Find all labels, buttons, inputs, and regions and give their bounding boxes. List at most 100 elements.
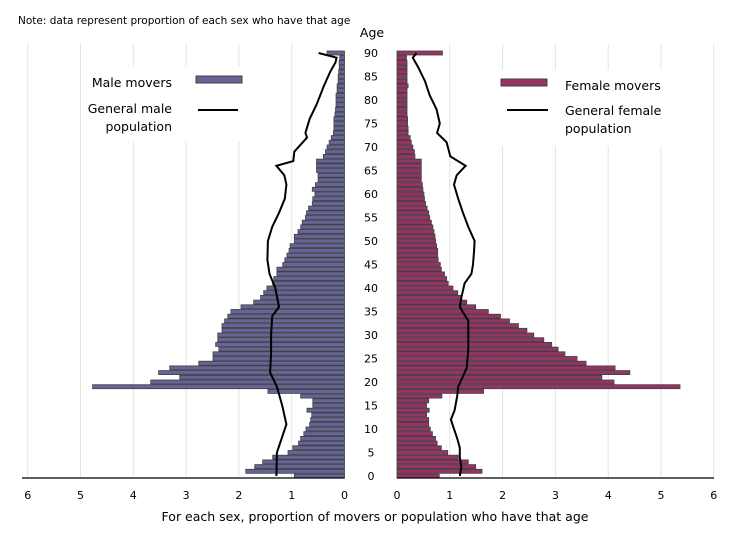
bar-female-movers (396, 257, 439, 263)
bar-male-movers (310, 417, 345, 423)
age-tick-label: 10 (364, 423, 378, 436)
age-tick-label: 30 (364, 329, 378, 342)
bar-female-movers (396, 299, 468, 305)
bar-male-movers (335, 97, 345, 103)
bar-female-movers (396, 78, 408, 84)
bar-male-movers (311, 186, 345, 192)
bar-female-movers (396, 177, 422, 183)
bar-female-movers (396, 229, 435, 235)
bar-male-movers (306, 210, 345, 216)
age-tick-label: 25 (364, 353, 378, 366)
bar-male-movers (326, 50, 345, 56)
bar-male-movers (293, 238, 345, 244)
bar-male-movers (317, 172, 345, 178)
bar-male-movers (276, 266, 345, 272)
age-tick-label: 40 (364, 282, 378, 295)
bar-male-movers (333, 125, 345, 131)
bar-female-movers (396, 88, 408, 93)
bar-male-movers (308, 205, 345, 211)
bar-male-movers (230, 309, 345, 314)
bar-male-movers (303, 431, 345, 437)
bar-female-movers (396, 356, 578, 361)
bar-female-movers (396, 247, 439, 253)
axes: 0 01 12 23 34 45 56 605101520253035404550556065… (22, 47, 717, 502)
bar-female-movers (396, 74, 408, 79)
bar-female-movers (396, 285, 454, 291)
age-tick-label: 15 (364, 400, 378, 413)
bars (92, 50, 681, 479)
bar-female-movers (396, 130, 409, 136)
bar-male-movers (333, 116, 345, 122)
bar-male-movers (253, 299, 345, 305)
bar-male-movers (262, 459, 345, 465)
age-tick-label: 20 (364, 376, 378, 389)
bar-female-movers (396, 412, 427, 418)
bar-female-movers (396, 384, 681, 390)
bar-female-movers (396, 144, 414, 150)
bar-male-movers (336, 88, 345, 93)
bar-female-movers (396, 346, 559, 352)
x-tick-label-male: 1 (288, 489, 295, 502)
bar-female-movers (396, 454, 459, 460)
legend-male-swatch (195, 75, 243, 84)
bar-female-movers (396, 365, 616, 371)
age-tick-label: 55 (364, 212, 378, 225)
bar-male-movers (286, 252, 345, 258)
bar-male-movers (314, 191, 345, 197)
bar-male-movers (316, 163, 345, 169)
bar-male-movers (300, 435, 345, 441)
age-tick-label: 90 (364, 47, 378, 60)
bar-male-movers (316, 158, 345, 164)
bar-female-movers (396, 153, 416, 159)
legend-male-pop-line2: population (105, 119, 172, 134)
bar-male-movers (245, 468, 345, 474)
x-tick-label-male: 5 (77, 489, 84, 502)
age-tick-label: 70 (364, 141, 378, 154)
bar-female-movers (396, 111, 408, 117)
bar-male-movers (305, 426, 345, 432)
bar-female-movers (396, 163, 422, 169)
x-axis-title: For each sex, proportion of movers or po… (162, 509, 589, 524)
bar-male-movers (298, 440, 345, 446)
legend-male-movers: Male movers (92, 75, 172, 90)
bar-male-movers (218, 346, 345, 352)
bar-female-movers (396, 139, 412, 145)
bar-female-movers (396, 379, 615, 385)
bar-female-movers (396, 450, 449, 455)
bar-female-movers (396, 407, 430, 413)
bar-female-movers (396, 210, 430, 216)
bar-female-movers (396, 186, 424, 192)
bar-female-movers (396, 294, 462, 300)
bar-female-movers (396, 238, 436, 244)
bar-male-movers (267, 388, 345, 394)
bar-female-movers (396, 398, 430, 404)
bar-male-movers (339, 55, 345, 61)
bar-female-movers (396, 69, 408, 75)
bar-female-movers (396, 440, 438, 446)
bar-female-movers (396, 60, 408, 65)
bar-female-movers (396, 121, 408, 126)
bar-female-movers (396, 271, 445, 277)
bar-male-movers (297, 229, 345, 235)
age-tick-label: 60 (364, 188, 378, 201)
bar-male-movers (289, 243, 345, 249)
bar-female-movers (396, 276, 448, 282)
chart-note: Note: data represent proportion of each … (18, 15, 350, 27)
bar-male-movers (338, 64, 345, 70)
bar-female-movers (396, 266, 442, 272)
bar-male-movers (272, 280, 345, 286)
bar-female-movers (396, 102, 408, 108)
bar-male-movers (179, 374, 345, 380)
bar-female-movers (396, 323, 519, 329)
bar-male-movers (312, 196, 345, 202)
legend-female-pop-line1: General female (565, 103, 662, 118)
bar-male-movers (227, 313, 345, 319)
bar-female-movers (396, 445, 442, 451)
female-legend: Female movers General female population (500, 78, 662, 136)
bar-female-movers (396, 360, 587, 366)
bar-female-movers (396, 172, 422, 178)
bar-male-movers (335, 92, 345, 98)
bar-female-movers (396, 243, 437, 249)
bar-female-movers (396, 196, 425, 202)
